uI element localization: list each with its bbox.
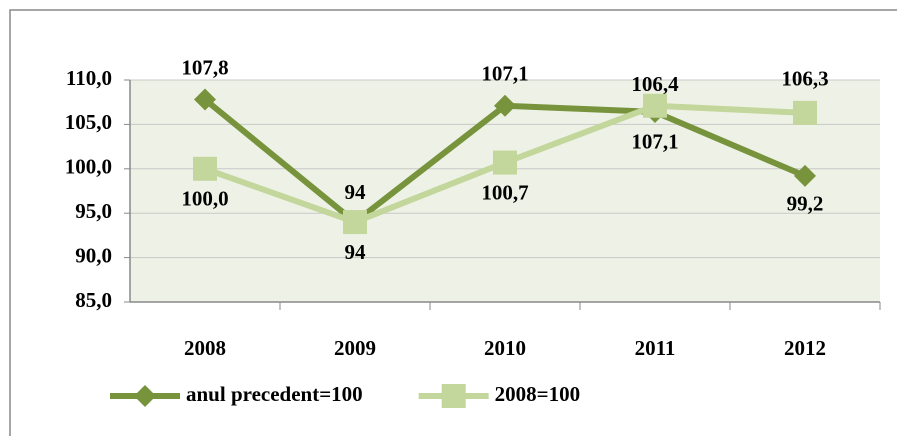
plot-area [130,80,880,302]
point [194,88,216,111]
x-tick-label: 2012 [784,336,826,360]
legend-label: 2008=100 [495,382,580,406]
data-label: 100,0 [181,187,228,211]
point [193,156,217,181]
y-tick-label: 100,0 [65,155,112,179]
data-label: 94 [345,240,367,264]
y-tick-label: 95,0 [75,199,112,223]
x-tick-label: 2008 [184,336,226,360]
x-tick-label: 2010 [484,336,526,360]
data-label: 107,1 [631,130,678,154]
data-label: 107,8 [181,55,228,79]
y-tick-label: 110,0 [66,66,112,90]
point [643,93,667,118]
data-label: 106,3 [781,67,828,91]
y-tick-label: 105,0 [65,110,112,134]
data-label: 99,2 [787,192,824,216]
x-tick-label: 2009 [334,336,376,360]
data-label: 100,7 [481,180,528,204]
y-tick-label: 85,0 [75,288,112,312]
x-tick-label: 2011 [635,336,676,360]
data-label: 106,4 [631,72,679,96]
legend-marker [441,384,466,408]
data-label: 94 [345,180,367,204]
point [794,164,816,187]
legend-label: anul precedent=100 [186,382,363,406]
point [493,150,517,175]
y-tick-label: 90,0 [75,243,112,267]
point [494,94,516,117]
point [343,210,367,235]
data-label: 107,1 [481,62,528,86]
point [793,100,817,125]
legend-marker [134,385,156,407]
